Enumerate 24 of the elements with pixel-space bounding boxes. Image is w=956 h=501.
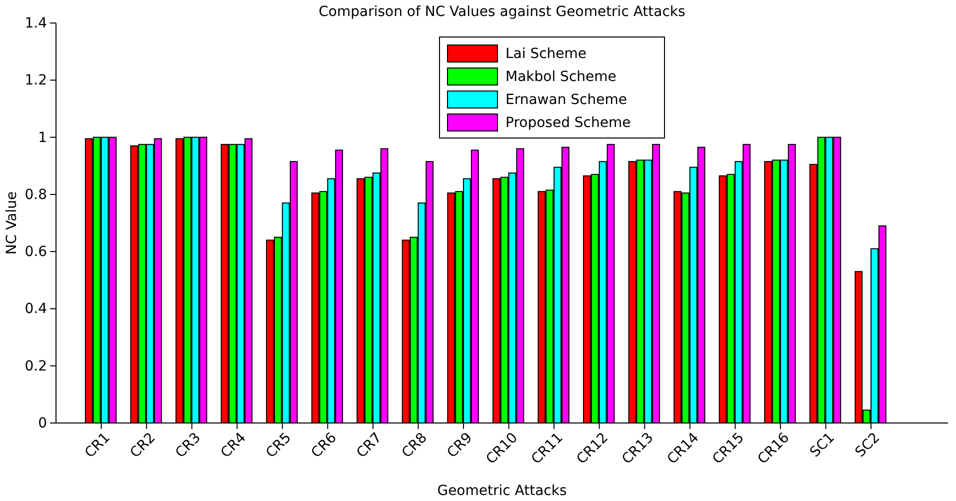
chart-title: Comparison of NC Values against Geometric Attacks bbox=[318, 4, 686, 20]
y-tick-label: 0.2 bbox=[24, 358, 47, 374]
y-tick-label: 1.2 bbox=[24, 72, 47, 89]
x-tick-label: CR1 bbox=[82, 430, 114, 462]
y-axis-title: NC Value bbox=[4, 191, 20, 255]
y-tick-label: 1 bbox=[38, 130, 47, 146]
legend-label: Ernawan Scheme bbox=[506, 92, 627, 108]
legend-label: Lai Scheme bbox=[506, 46, 587, 62]
x-axis-title: Geometric Attacks bbox=[437, 483, 567, 499]
x-tick-label: CR8 bbox=[398, 430, 430, 462]
y-tick-label: 0 bbox=[38, 415, 47, 432]
x-tick-label: CR3 bbox=[172, 430, 204, 462]
y-tick-label: 0.6 bbox=[24, 244, 48, 260]
x-tick-label: CR4 bbox=[218, 430, 250, 462]
y-tick-label: 1.4 bbox=[24, 15, 48, 32]
x-tick-label: SC1 bbox=[807, 430, 838, 461]
x-tick-label: CR2 bbox=[127, 430, 159, 462]
x-tick-label: CR5 bbox=[263, 430, 295, 462]
x-tick-label: CR9 bbox=[444, 430, 476, 462]
x-tick-label: CR6 bbox=[308, 430, 340, 462]
y-tick-label: 0.4 bbox=[24, 301, 48, 318]
legend-label: Makbol Scheme bbox=[506, 69, 616, 85]
y-tick-label: 0.8 bbox=[24, 186, 47, 203]
legend-label: Proposed Scheme bbox=[506, 115, 631, 131]
